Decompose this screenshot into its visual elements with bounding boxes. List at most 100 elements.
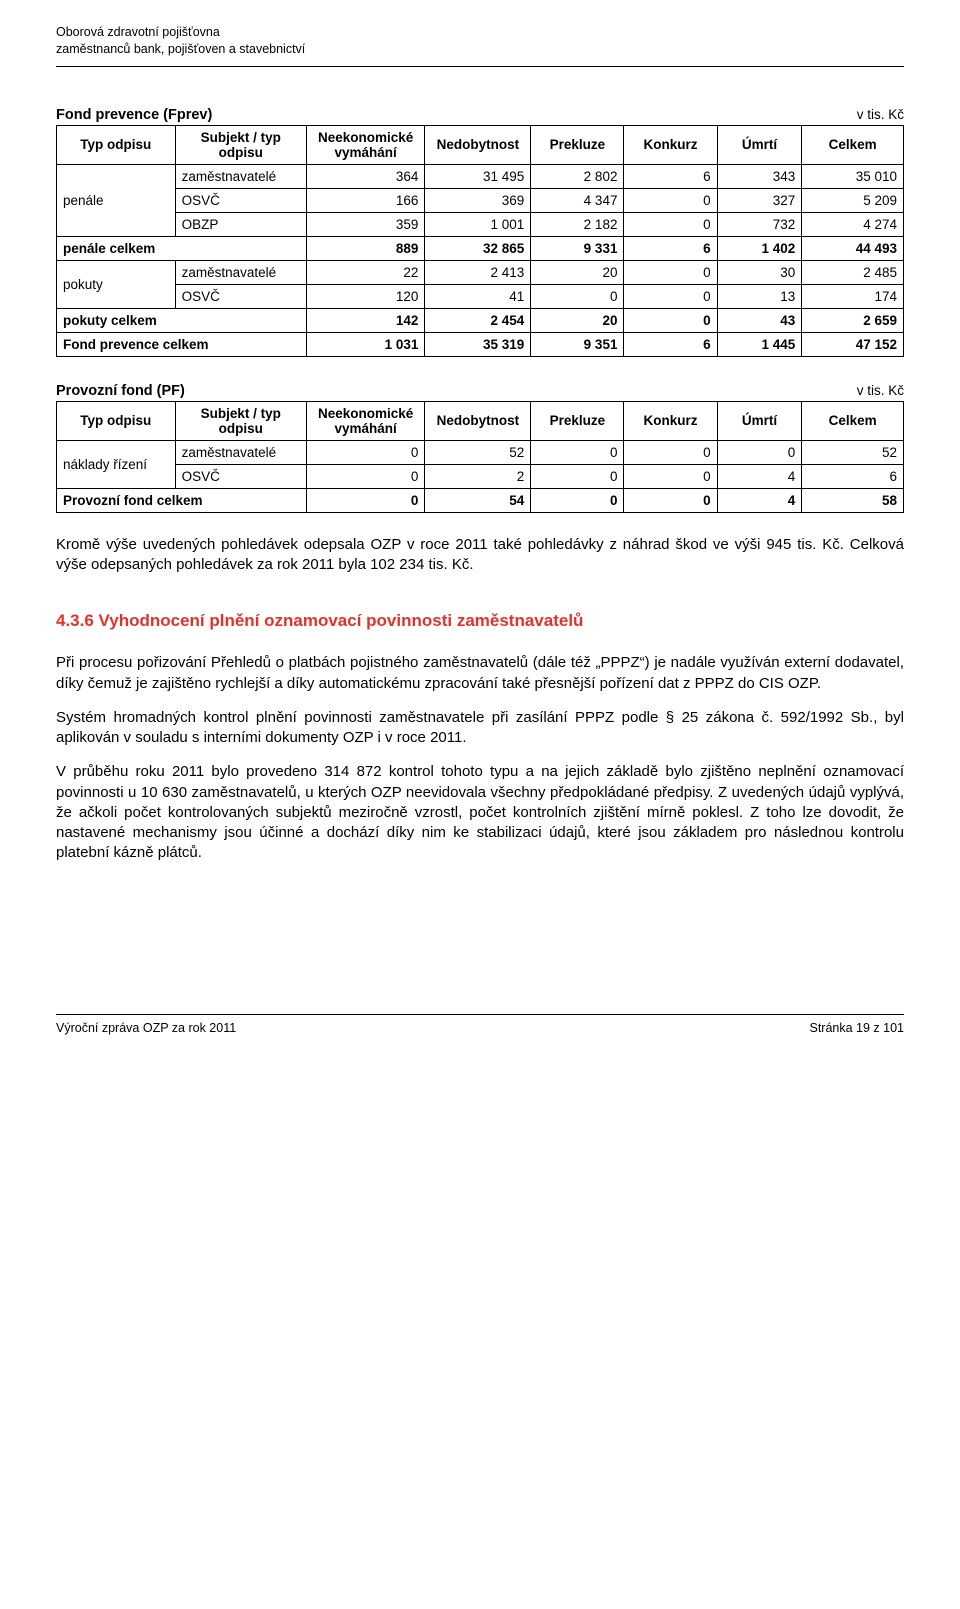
th-neekon: Neekonomické vymáhání [306, 401, 425, 440]
row-label: zaměstnavatelé [175, 164, 306, 188]
table-row: OSVČ 0 2 0 0 4 6 [57, 464, 904, 488]
page-footer: Výroční zpráva OZP za rok 2011 Stránka 1… [56, 1014, 904, 1035]
cell: 0 [531, 464, 624, 488]
cell: 9 331 [531, 236, 624, 260]
cell: 0 [531, 488, 624, 512]
cell: 31 495 [425, 164, 531, 188]
table-row: OSVČ 120 41 0 0 13 174 [57, 284, 904, 308]
table-row: náklady řízení zaměstnavatelé 0 52 0 0 0… [57, 440, 904, 464]
subtotal-label: pokuty celkem [57, 308, 307, 332]
table-row: pokuty zaměstnavatelé 22 2 413 20 0 30 2… [57, 260, 904, 284]
table2-title: Provozní fond (PF) [56, 383, 185, 399]
th-konk: Konkurz [624, 125, 717, 164]
subtotal-row: penále celkem 889 32 865 9 331 6 1 402 4… [57, 236, 904, 260]
row-label: OSVČ [175, 464, 306, 488]
cell: 0 [624, 464, 717, 488]
cell: 1 001 [425, 212, 531, 236]
cell: 43 [717, 308, 802, 332]
cell: 0 [624, 284, 717, 308]
cell: 52 [425, 440, 531, 464]
cell: 58 [802, 488, 904, 512]
cell: 369 [425, 188, 531, 212]
cell: 889 [306, 236, 425, 260]
footer-right: Stránka 19 z 101 [809, 1021, 904, 1035]
cell: 35 010 [802, 164, 904, 188]
table2-units: v tis. Kč [857, 383, 904, 398]
cell: 0 [624, 260, 717, 284]
cell: 6 [624, 164, 717, 188]
cell: 4 [717, 488, 802, 512]
table1-title: Fond prevence (Fprev) [56, 107, 212, 123]
cell: 41 [425, 284, 531, 308]
row-label: OBZP [175, 212, 306, 236]
table1-header-row: Fond prevence (Fprev) v tis. Kč [56, 107, 904, 123]
th-umrti: Úmrtí [717, 125, 802, 164]
cell: 0 [624, 488, 717, 512]
th-celkem: Celkem [802, 401, 904, 440]
row-label: OSVČ [175, 188, 306, 212]
cell: 22 [306, 260, 425, 284]
cell: 2 413 [425, 260, 531, 284]
section-heading-436: 4.3.6 Vyhodnocení plnění oznamovací povi… [56, 611, 904, 631]
cell: 2 485 [802, 260, 904, 284]
cell: 47 152 [802, 332, 904, 356]
cell: 6 [802, 464, 904, 488]
table1-units: v tis. Kč [857, 107, 904, 122]
th-typ: Typ odpisu [57, 125, 176, 164]
th-neekon: Neekonomické vymáhání [306, 125, 425, 164]
letterhead-line2: zaměstnanců bank, pojišťoven a stavebnic… [56, 41, 904, 58]
cell: 0 [306, 440, 425, 464]
cell: 1 445 [717, 332, 802, 356]
cell: 30 [717, 260, 802, 284]
cell: 52 [802, 440, 904, 464]
cell: 732 [717, 212, 802, 236]
table2-header-row: Provozní fond (PF) v tis. Kč [56, 383, 904, 399]
table-header-row: Typ odpisu Subjekt / typ odpisu Neekonom… [57, 125, 904, 164]
paragraph-3: Systém hromadných kontrol plnění povinno… [56, 708, 904, 749]
cell: 32 865 [425, 236, 531, 260]
cell: 1 402 [717, 236, 802, 260]
cell: 0 [624, 212, 717, 236]
letterhead: Oborová zdravotní pojišťovna zaměstnanců… [56, 24, 904, 67]
cell: 359 [306, 212, 425, 236]
row-label: zaměstnavatelé [175, 260, 306, 284]
table-header-row: Typ odpisu Subjekt / typ odpisu Neekonom… [57, 401, 904, 440]
cell: 13 [717, 284, 802, 308]
th-typ: Typ odpisu [57, 401, 176, 440]
cell: 20 [531, 308, 624, 332]
cell: 20 [531, 260, 624, 284]
cell: 0 [624, 308, 717, 332]
cell: 0 [717, 440, 802, 464]
table-row: penále zaměstnavatelé 364 31 495 2 802 6… [57, 164, 904, 188]
th-konk: Konkurz [624, 401, 717, 440]
cell: 5 209 [802, 188, 904, 212]
cell: 2 454 [425, 308, 531, 332]
group-label: náklady řízení [57, 440, 176, 488]
cell: 2 182 [531, 212, 624, 236]
cell: 0 [624, 440, 717, 464]
cell: 0 [531, 284, 624, 308]
cell: 364 [306, 164, 425, 188]
group-label: penále [57, 164, 176, 236]
cell: 2 802 [531, 164, 624, 188]
cell: 0 [624, 188, 717, 212]
th-umrti: Úmrtí [717, 401, 802, 440]
cell: 174 [802, 284, 904, 308]
grand-label: Provozní fond celkem [57, 488, 307, 512]
paragraph-4: V průběhu roku 2011 bylo provedeno 314 8… [56, 762, 904, 863]
row-label: zaměstnavatelé [175, 440, 306, 464]
cell: 6 [624, 332, 717, 356]
row-label: OSVČ [175, 284, 306, 308]
cell: 142 [306, 308, 425, 332]
cell: 1 031 [306, 332, 425, 356]
grand-total-row: Provozní fond celkem 0 54 0 0 4 58 [57, 488, 904, 512]
table-row: OBZP 359 1 001 2 182 0 732 4 274 [57, 212, 904, 236]
cell: 2 [425, 464, 531, 488]
grand-label: Fond prevence celkem [57, 332, 307, 356]
th-nedobyt: Nedobytnost [425, 125, 531, 164]
th-subjekt: Subjekt / typ odpisu [175, 401, 306, 440]
th-celkem: Celkem [802, 125, 904, 164]
paragraph-1: Kromě výše uvedených pohledávek odepsala… [56, 535, 904, 576]
cell: 2 659 [802, 308, 904, 332]
th-nedobyt: Nedobytnost [425, 401, 531, 440]
